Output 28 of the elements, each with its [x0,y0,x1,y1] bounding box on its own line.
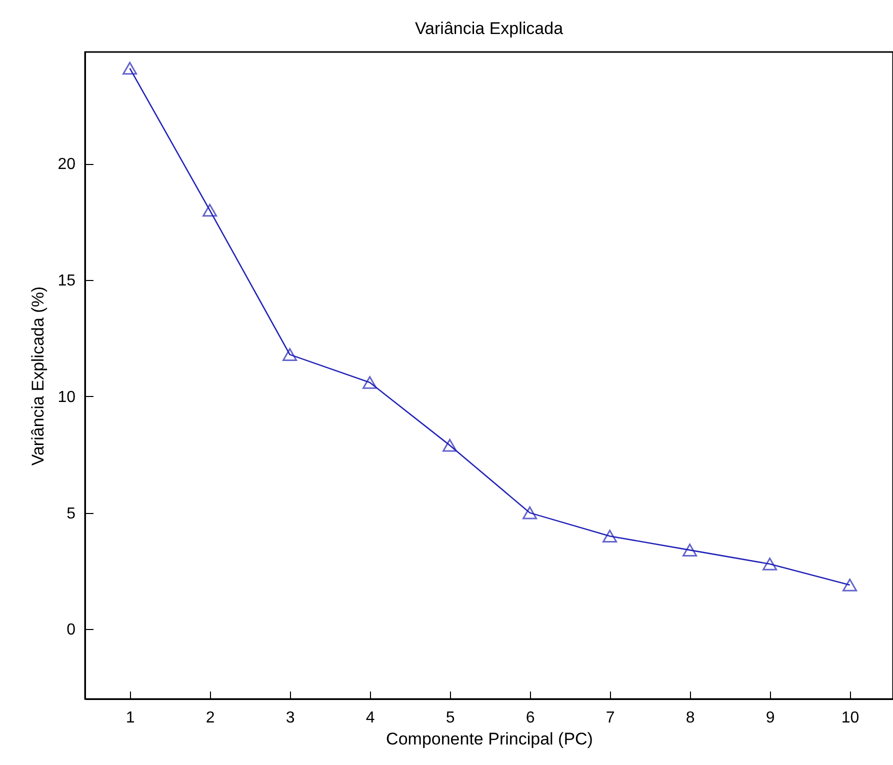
x-tick-label: 4 [366,710,375,726]
x-tick-label: 8 [686,710,695,726]
chart-title: Variância Explicada [414,19,564,38]
y-tick-label: 20 [58,156,76,174]
y-tick-label: 5 [66,505,76,522]
x-tick-label: 10 [841,710,860,726]
point [282,348,298,361]
y-tick-label: 10 [58,388,76,406]
x-tick-label: 6 [526,710,535,726]
x-tick-label: 3 [286,710,295,726]
point [202,204,218,217]
y-tick-label: 0 [66,622,76,639]
x-axis-title: Componente Principal (PC) [386,730,593,748]
point [362,376,378,389]
x-tick-label: 5 [446,710,455,726]
point [442,438,458,452]
x-tick-label: 2 [206,710,215,726]
x-tick-label: 1 [126,710,135,726]
point [122,62,138,75]
x-tick-label: 9 [766,710,775,726]
y-axis-title: Variância Explicada (%) [28,286,48,466]
point [762,558,778,570]
point [682,544,698,556]
x-tick-label: 7 [606,710,615,726]
point [842,578,858,592]
point [522,506,538,520]
point [602,530,618,542]
y-tick-label: 15 [58,272,76,290]
